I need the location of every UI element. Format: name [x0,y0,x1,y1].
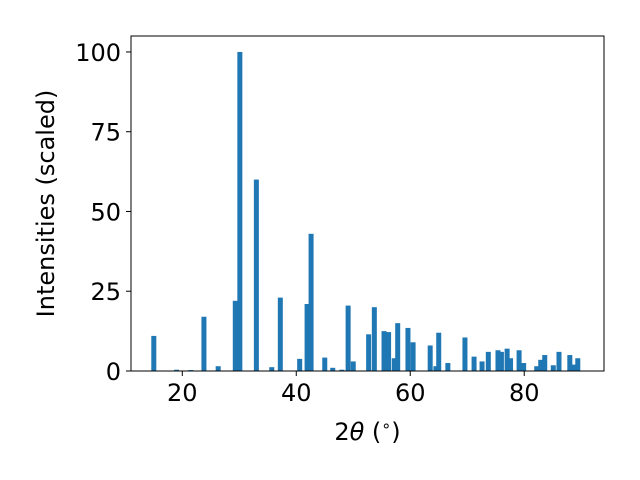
x-axis: 20 40 60 80 [167,371,539,407]
bar [151,335,157,371]
bar [567,355,573,371]
y-tick-label: 50 [90,198,121,226]
bar [174,369,180,371]
bar [542,355,548,371]
bar [201,316,207,371]
bar [386,332,392,371]
bar [462,337,468,371]
x-label-paren-open: ( [364,418,381,446]
bar [504,348,510,371]
bar [339,369,345,371]
bars-group [151,51,581,371]
bar [433,366,439,371]
bar [508,358,514,371]
y-tick-label: 100 [75,39,121,67]
bar [516,350,522,371]
bar [297,358,303,371]
bar [556,351,562,371]
y-axis-label: Intensities (scaled) [32,90,60,318]
y-tick-label: 0 [106,358,121,386]
bar [350,361,356,371]
bar [521,363,527,371]
plot-frame [130,35,605,372]
y-tick-label: 75 [90,119,121,147]
bar [304,304,310,371]
bar [571,364,577,371]
bar [445,363,451,371]
x-tick-label: 80 [509,379,540,407]
bar [436,332,442,371]
bar [232,300,238,371]
x-tick-label: 40 [281,379,312,407]
x-label-degree: ∘ [381,416,391,435]
x-tick-label: 60 [395,379,426,407]
bar [485,351,491,371]
bar [471,356,477,371]
bar [538,359,544,371]
bar [410,342,416,371]
bar [345,305,351,371]
bar [395,323,401,371]
x-label-paren-close: ) [391,418,400,446]
bar [381,331,387,371]
bar [322,357,328,371]
y-axis: 0 25 50 75 100 [75,39,131,386]
bar [371,307,377,371]
y-tick-label: 25 [90,278,121,306]
bar [253,179,259,371]
x-label-theta: θ [350,418,365,446]
bar [498,351,504,371]
bar [237,51,243,371]
bar [575,358,581,371]
x-label-prefix: 2 [334,418,349,446]
x-tick-label: 20 [167,379,198,407]
bar [479,361,485,371]
bar [366,334,372,371]
bar [550,365,556,371]
bar [405,327,411,371]
bar [534,366,540,371]
bar [277,297,283,371]
bar [308,233,314,371]
bar [391,358,397,371]
bar [427,345,433,371]
x-axis-label: 2θ (∘) [334,416,400,446]
bar [330,367,336,371]
bar [269,367,275,371]
bar [495,350,501,371]
bar [215,366,221,371]
